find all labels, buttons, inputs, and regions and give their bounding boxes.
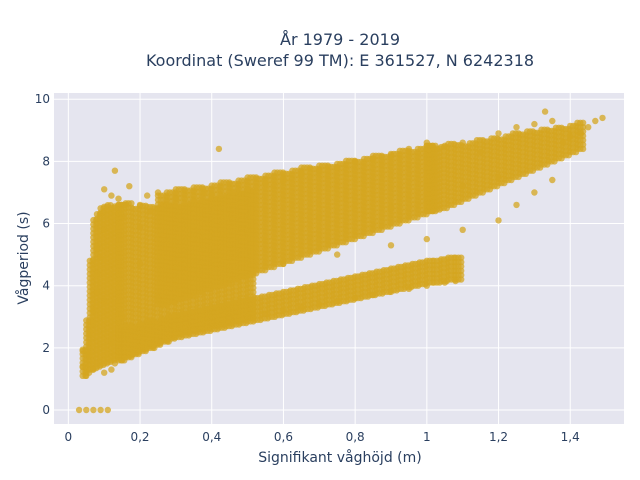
data-point	[128, 200, 135, 207]
data-points	[75, 108, 606, 414]
